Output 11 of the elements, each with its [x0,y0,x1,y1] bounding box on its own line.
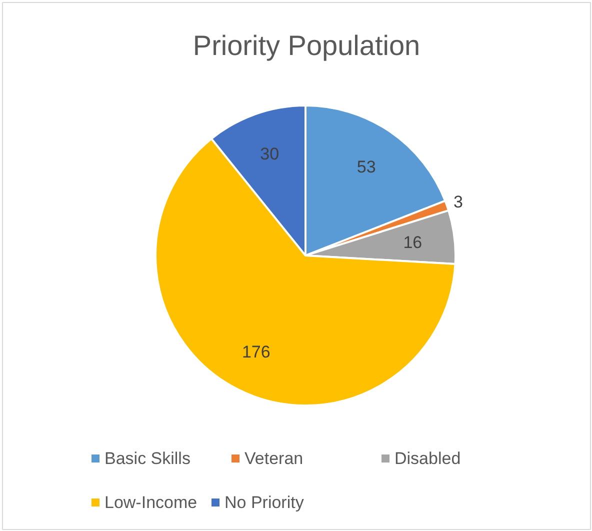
data-label: 30 [260,144,280,164]
legend-label: Low-Income [104,493,198,512]
data-label: 16 [403,233,422,252]
chart-title: Priority Population [192,30,420,61]
legend-label: Disabled [394,449,461,468]
data-label: 176 [242,342,270,362]
data-label: 3 [454,192,464,212]
legend-label: Basic Skills [104,449,190,468]
legend-label: Veteran [244,449,304,468]
legend-label: No Priority [224,493,304,512]
data-label: 53 [356,157,376,176]
